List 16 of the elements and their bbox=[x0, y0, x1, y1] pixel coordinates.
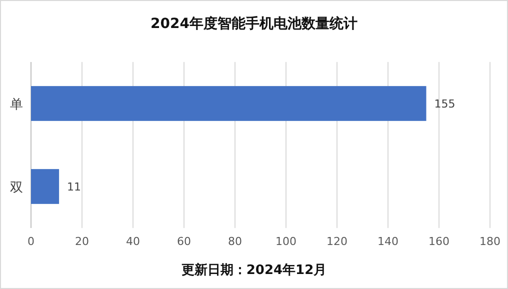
y-tick-label: 双 bbox=[10, 180, 23, 196]
x-tick-label: 60 bbox=[177, 235, 191, 248]
data-label: 11 bbox=[67, 180, 82, 194]
x-tick-label: 180 bbox=[480, 235, 500, 248]
x-tick-label: 140 bbox=[378, 235, 398, 248]
text: 更新日期：2024年12月 bbox=[181, 262, 327, 278]
x-tick-label: 40 bbox=[126, 235, 140, 248]
data-label: 155 bbox=[434, 98, 456, 110]
x-tick-label: 160 bbox=[428, 235, 450, 248]
x-tick-label: 100 bbox=[276, 235, 296, 248]
x-tick-label: 80 bbox=[228, 235, 242, 248]
x-tick-label: 20 bbox=[75, 235, 89, 248]
x-tick-label: 120 bbox=[326, 235, 348, 248]
chart-title: 2024年度智能手机电池数量统计 bbox=[150, 15, 358, 32]
x-tick-label: 0 bbox=[28, 235, 34, 248]
y-tick-label: 单 bbox=[10, 98, 23, 112]
